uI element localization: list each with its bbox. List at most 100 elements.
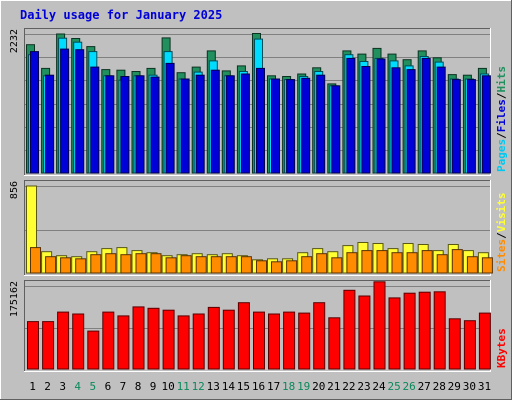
bar-pages-day-30 [466, 79, 476, 174]
x-tick-label: 2 [44, 380, 51, 393]
bar-sites-day-24 [376, 250, 388, 274]
bar-kbytes-day-24 [373, 281, 386, 370]
bar-kbytes-day-15 [237, 302, 250, 370]
bar-kbytes-day-13 [207, 306, 220, 370]
series-labels: Sites/Visits [495, 193, 508, 273]
bar-pages-day-14 [225, 75, 235, 174]
bar-kbytes-day-25 [388, 297, 401, 370]
bar-sites-day-7 [120, 254, 132, 274]
x-tick-label: 11 [177, 380, 190, 393]
bar-sites-day-22 [346, 252, 358, 274]
chart-title: Daily usage for January 2025 [20, 8, 222, 22]
bar-sites-day-18 [286, 260, 298, 274]
bar-pages-day-6 [105, 75, 115, 174]
x-tick-label: 8 [135, 380, 142, 393]
bar-pages-day-29 [451, 79, 461, 174]
x-tick-label: 9 [150, 380, 157, 393]
series-label: / [495, 132, 508, 139]
x-tick-label: 23 [357, 380, 370, 393]
bar-pages-day-27 [421, 57, 431, 174]
bar-kbytes-day-1 [27, 321, 39, 370]
bar-pages-day-31 [481, 75, 491, 174]
bar-kbytes-day-9 [147, 307, 160, 370]
bar-sites-day-14 [225, 256, 237, 274]
bar-pages-day-3 [60, 48, 70, 174]
bar-sites-day-29 [451, 249, 463, 274]
bar-sites-day-28 [436, 254, 448, 274]
x-tick-label: 5 [89, 380, 96, 393]
series-label: Visits [495, 193, 508, 233]
x-tick-label: 15 [237, 380, 250, 393]
series-label: Pages [495, 139, 508, 172]
bar-sites-day-15 [240, 256, 252, 274]
bar-kbytes-day-29 [448, 318, 461, 370]
x-tick-label: 26 [402, 380, 415, 393]
x-tick-label: 14 [222, 380, 236, 393]
series-label: KBytes [495, 328, 508, 368]
bar-kbytes-day-23 [358, 295, 371, 370]
bar-sites-day-3 [60, 257, 72, 274]
bar-sites-day-27 [421, 250, 433, 274]
bar-sites-day-25 [391, 252, 403, 274]
bar-kbytes-day-22 [343, 289, 356, 370]
bar-pages-day-23 [361, 66, 371, 174]
bar-kbytes-day-30 [463, 320, 476, 370]
bar-kbytes-day-19 [298, 312, 311, 370]
bar-pages-day-16 [256, 67, 265, 174]
bar-pages-day-2 [45, 74, 55, 174]
bar-sites-day-20 [316, 253, 328, 274]
bar-pages-day-15 [240, 73, 250, 174]
bar-kbytes-day-12 [192, 313, 205, 370]
x-tick-label: 30 [463, 380, 476, 393]
x-tick-label: 31 [478, 380, 491, 393]
bar-sites-day-11 [180, 255, 192, 274]
bar-sites-day-13 [210, 256, 222, 274]
bar-sites-day-23 [361, 250, 373, 274]
x-tick-label: 6 [105, 380, 112, 393]
bar-kbytes-day-10 [162, 309, 175, 370]
bar-pages-day-10 [165, 62, 175, 174]
bar-pages-day-13 [210, 69, 220, 174]
x-tick-label: 27 [418, 380, 431, 393]
bar-pages-day-5 [90, 66, 100, 174]
bar-pages-day-28 [436, 66, 446, 174]
bar-kbytes-day-18 [283, 311, 296, 370]
bar-pages-day-21 [331, 85, 341, 174]
bar-pages-day-17 [271, 78, 280, 174]
x-tick-label: 29 [448, 380, 461, 393]
y-tick-label: 2232 [9, 29, 20, 53]
bar-pages-day-1 [30, 51, 39, 174]
x-tick-label: 10 [161, 380, 174, 393]
bar-pages-day-7 [120, 76, 130, 174]
bar-kbytes-day-17 [268, 313, 280, 370]
bar-pages-day-19 [301, 77, 311, 174]
bar-sites-day-6 [105, 253, 117, 274]
bar-kbytes-day-8 [132, 306, 145, 370]
bar-pages-day-22 [346, 57, 356, 174]
series-label: Files [495, 99, 508, 132]
x-tick-label: 17 [267, 380, 280, 393]
bar-sites-day-17 [271, 261, 282, 274]
series-labels: KBytes [495, 328, 508, 368]
bar-pages-day-9 [150, 76, 160, 174]
x-tick-label: 13 [207, 380, 220, 393]
bar-pages-day-24 [376, 58, 386, 174]
x-tick-label: 25 [387, 380, 400, 393]
y-tick-label: 856 [9, 181, 20, 199]
bar-sites-day-8 [135, 253, 147, 274]
bar-sites-day-9 [150, 253, 162, 274]
bar-kbytes-day-3 [57, 311, 70, 370]
x-tick-label: 19 [297, 380, 310, 393]
bar-pages-day-4 [75, 49, 85, 174]
bar-kbytes-day-31 [478, 312, 491, 370]
series-label: / [495, 92, 508, 99]
x-tick-label: 7 [120, 380, 127, 393]
bar-pages-day-26 [406, 69, 416, 174]
x-tick-label: 24 [372, 380, 386, 393]
series-label: / [495, 232, 508, 239]
bar-pages-day-11 [180, 78, 190, 174]
bar-sites-day-30 [466, 256, 478, 274]
bar-kbytes-day-16 [253, 311, 265, 370]
